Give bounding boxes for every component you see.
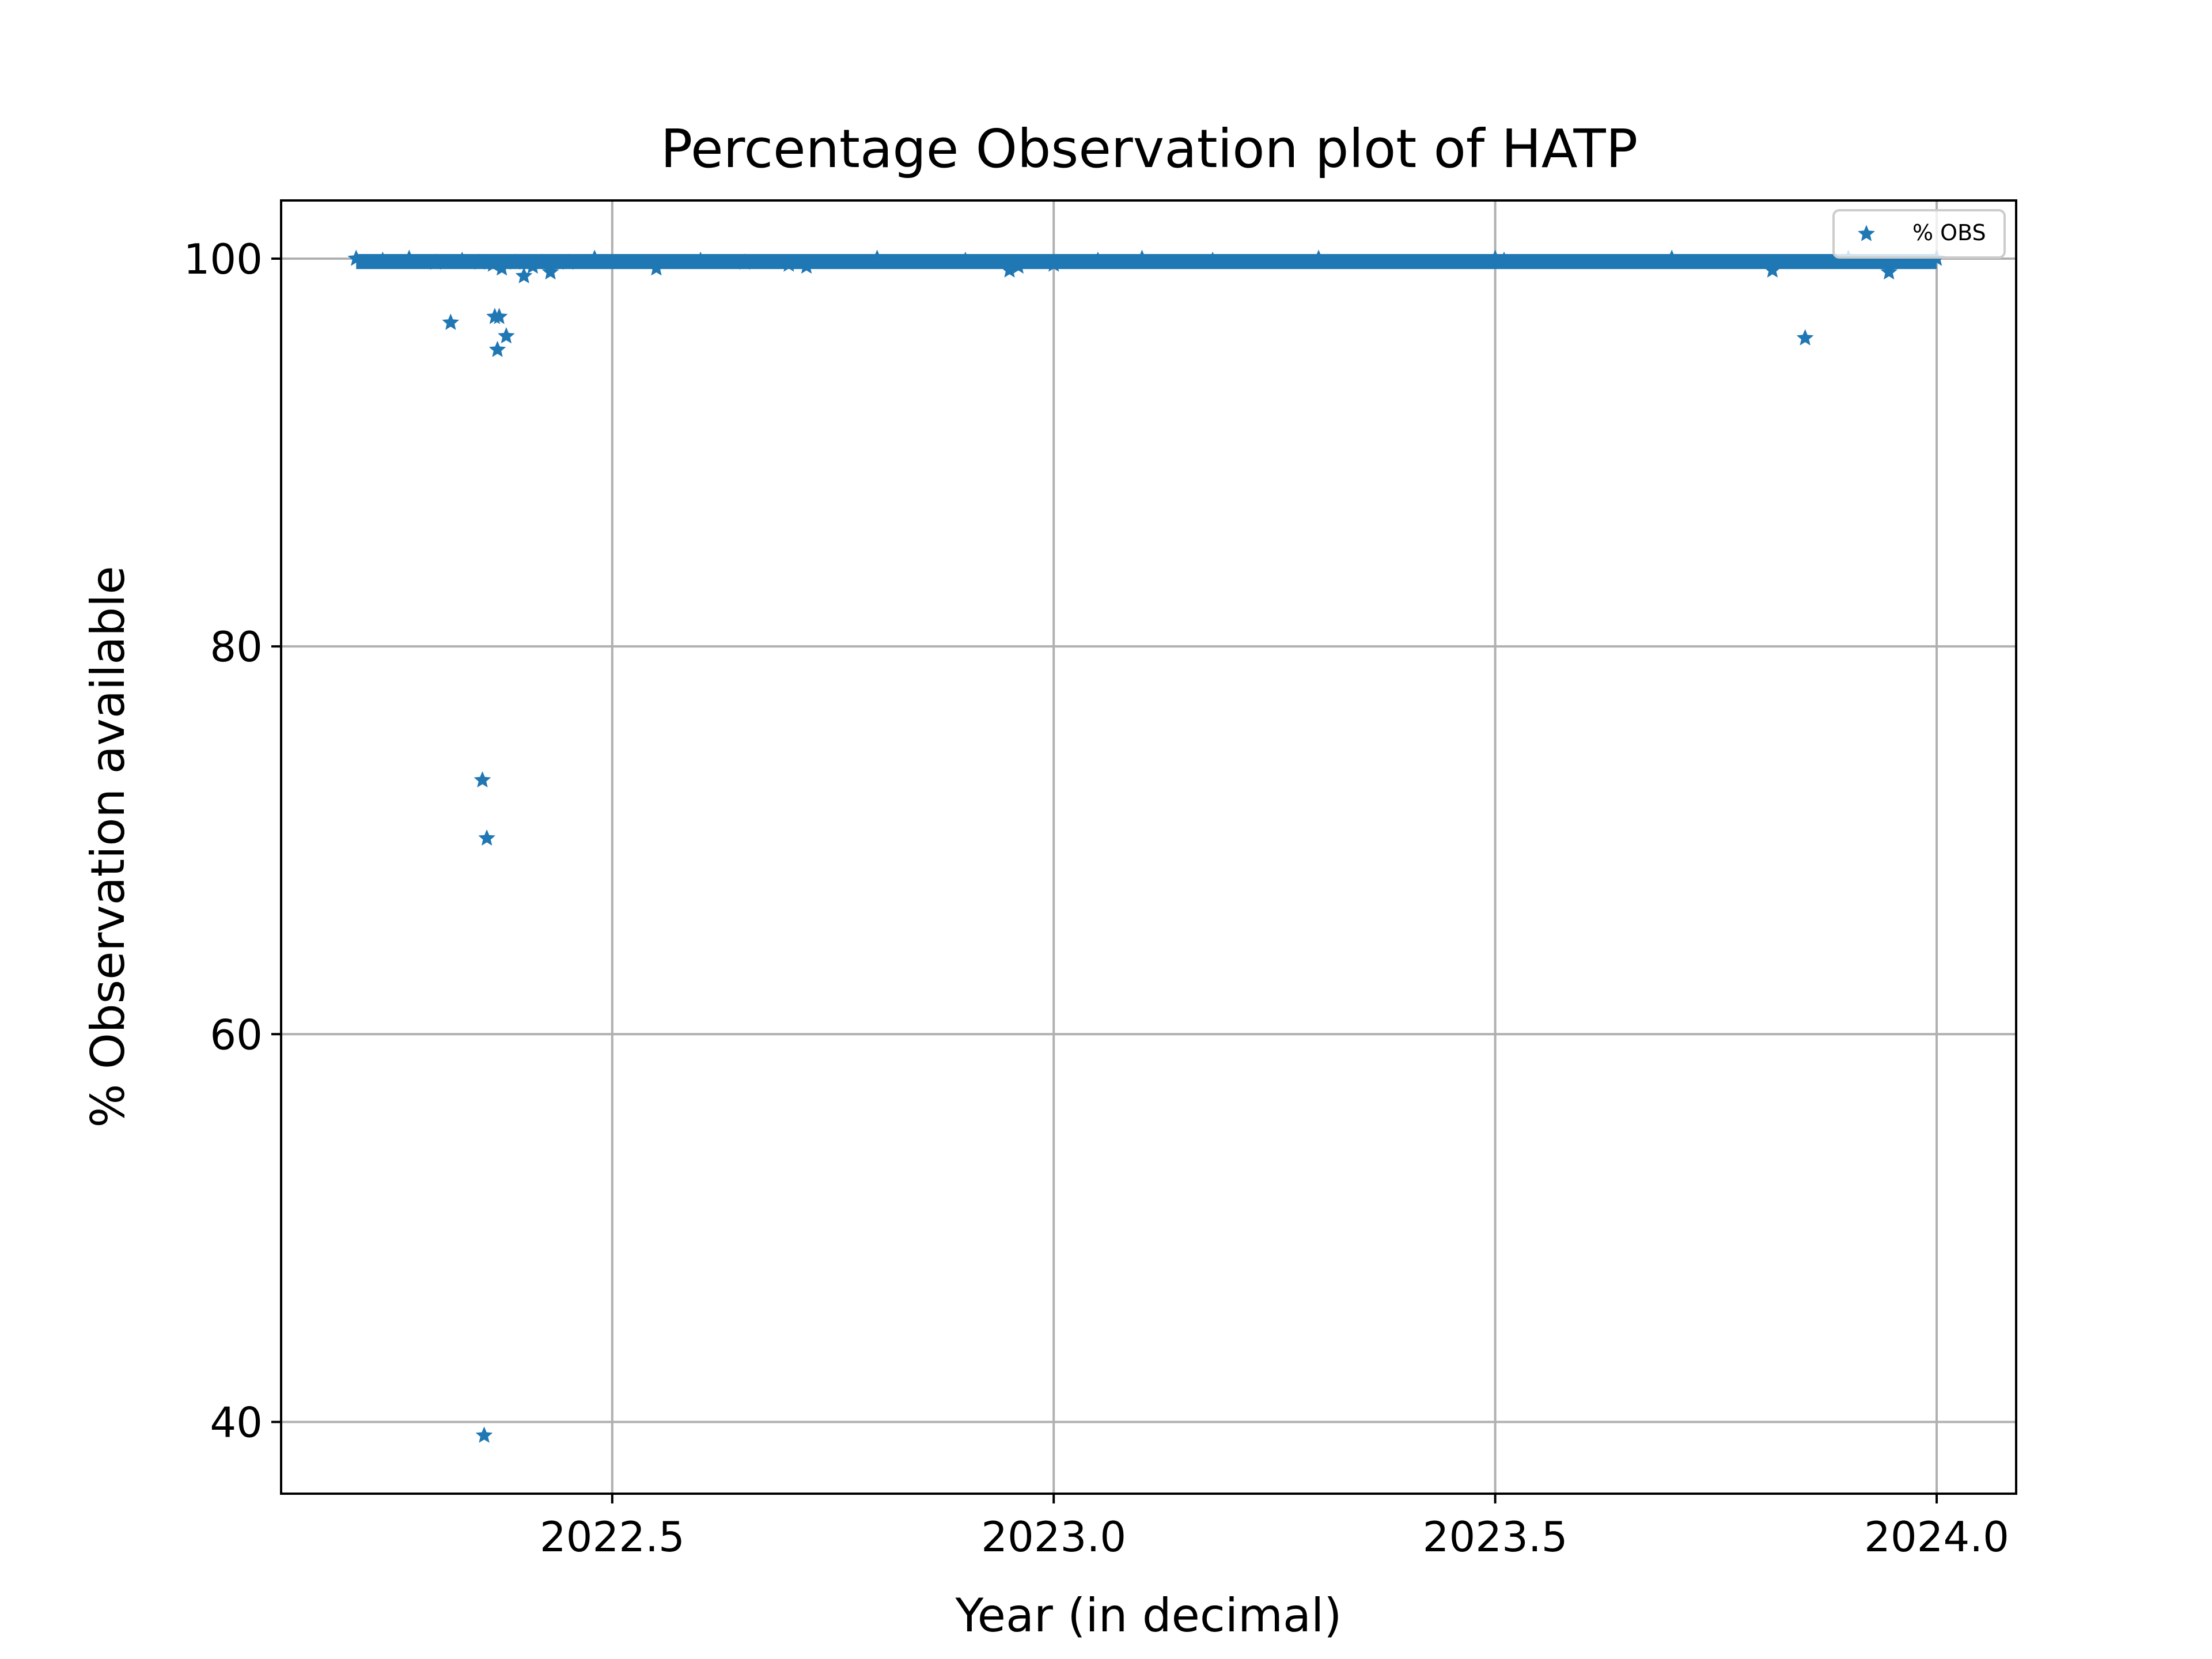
data-point <box>736 253 753 270</box>
plot-area-frame <box>280 199 2017 1495</box>
data-point <box>493 259 511 276</box>
data-point <box>1204 251 1221 268</box>
data-point <box>1764 261 1781 278</box>
y-axis-ticks: 40 60 80 100 <box>184 235 281 1446</box>
data-point <box>1310 249 1327 266</box>
data-point <box>1495 251 1513 268</box>
legend: % OBS <box>1832 209 2006 259</box>
data-point <box>347 249 365 266</box>
data-point <box>490 308 508 324</box>
data-point <box>453 251 471 268</box>
y-tick-label: 100 <box>184 235 263 283</box>
data-point <box>1486 249 1504 266</box>
data-point <box>1010 257 1027 274</box>
data-point <box>1796 329 1814 346</box>
legend-label: % OBS <box>1912 220 1986 245</box>
data-point <box>506 253 524 270</box>
legend-frame <box>1832 209 2006 259</box>
y-tick-label: 40 <box>210 1398 263 1446</box>
chart-title: Percentage Observation plot of HATP <box>661 118 1638 180</box>
data-point <box>442 313 460 330</box>
data-point <box>957 251 974 268</box>
data-point <box>474 771 491 788</box>
data-point <box>647 259 665 276</box>
data-point <box>1663 249 1681 266</box>
data-point <box>868 249 886 266</box>
data-point <box>488 340 506 357</box>
data-point <box>1133 249 1151 266</box>
data-point <box>692 251 709 268</box>
data-point <box>515 267 533 283</box>
x-axis-label: Year (in decimal) <box>955 1589 1342 1642</box>
data-point <box>586 249 603 266</box>
y-tick-label: 60 <box>210 1010 263 1059</box>
data-point <box>1880 263 1898 280</box>
data-point <box>427 253 445 270</box>
x-tick-label: 2022.5 <box>540 1513 685 1561</box>
data-point <box>498 327 515 344</box>
legend-marker-star-icon <box>1858 225 1875 241</box>
data-point <box>541 263 559 280</box>
y-tick-label: 80 <box>210 623 263 671</box>
data-point <box>475 1426 493 1443</box>
data-point <box>798 257 815 274</box>
x-axis-ticks: 2022.5 2023.0 2023.5 2024.0 <box>540 1494 2009 1561</box>
x-tick-label: 2023.5 <box>1423 1513 1568 1561</box>
data-point <box>478 829 495 846</box>
x-tick-label: 2023.0 <box>981 1513 1126 1561</box>
data-point <box>1089 251 1107 268</box>
data-point <box>400 249 418 266</box>
x-tick-label: 2024.0 <box>1864 1513 2009 1561</box>
data-point <box>374 251 392 268</box>
data-point <box>471 253 488 270</box>
data-point <box>533 253 550 270</box>
y-axis-label: % Observation available <box>81 566 135 1127</box>
data-point <box>1045 255 1063 272</box>
data-point <box>559 253 577 270</box>
legend-star-icon <box>1858 225 1875 241</box>
data-point <box>780 255 798 272</box>
